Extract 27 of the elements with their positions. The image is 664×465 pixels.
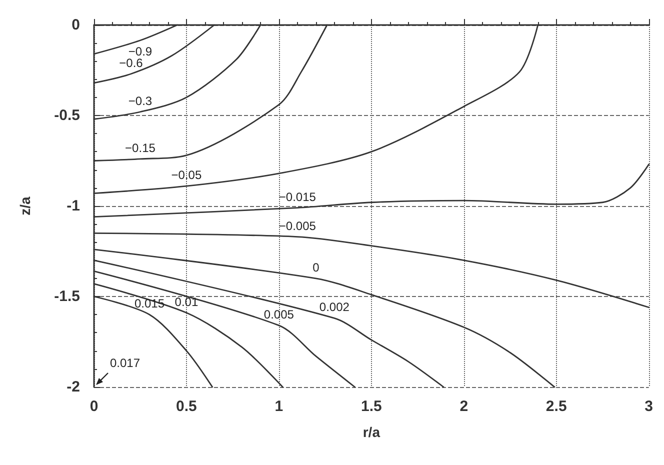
x-tick-label: 1.5 xyxy=(360,398,382,415)
series-label: −0.05 xyxy=(171,168,202,182)
x-tick-label: 2.5 xyxy=(546,398,567,415)
series-label: −0.015 xyxy=(278,190,316,204)
series-label: −0.15 xyxy=(125,140,156,155)
y-tick-label: -2 xyxy=(66,378,80,396)
annotation: 0.017 xyxy=(110,356,140,370)
series-label: −0.6 xyxy=(119,56,144,70)
series-label: 0.005 xyxy=(264,307,294,322)
series-label: −0.005 xyxy=(278,218,316,233)
series-label: 0 xyxy=(312,260,320,274)
series-label: −0.3 xyxy=(128,94,152,108)
x-tick-label: 3 xyxy=(644,398,653,415)
y-tick-label: 0 xyxy=(72,16,80,34)
x-tick-label: 2 xyxy=(460,398,468,415)
x-tick-label: 0 xyxy=(90,398,98,415)
series-label: 0.002 xyxy=(319,300,350,314)
y-tick-label: -0.5 xyxy=(54,107,80,124)
y-tick-label: -1.5 xyxy=(54,288,80,305)
series-label: 0.01 xyxy=(174,294,198,309)
x-tick-label: 0.5 xyxy=(176,398,197,415)
y-tick-label: -1 xyxy=(66,198,80,214)
y-axis-title: z/a xyxy=(17,196,33,216)
x-tick-label: 1 xyxy=(274,398,284,415)
series-label: 0.015 xyxy=(134,296,165,311)
x-axis-title: r/a xyxy=(362,424,380,440)
series-label: −0.9 xyxy=(128,44,152,58)
